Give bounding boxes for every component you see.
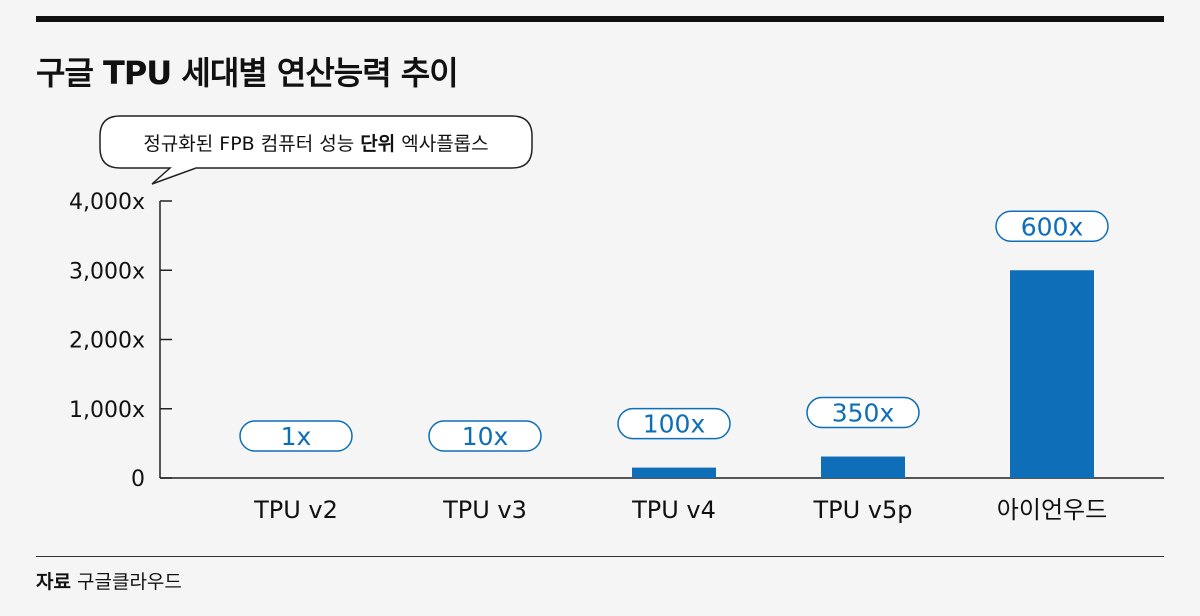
data-label: 1x [239, 420, 353, 452]
chart-title: 구글 TPU 세대별 연산능력 추이 [36, 54, 459, 92]
data-label: 10x [428, 420, 542, 452]
y-tick-label: 0 [131, 467, 145, 492]
unit-callout: 정규화된 FPB 컴퓨터 성능 단위 엑사플롭스 [99, 115, 533, 185]
y-tick-label: 3,000x [69, 259, 145, 284]
source-note: 자료 구글클라우드 [36, 567, 182, 594]
x-tick-label: 아이언우드 [997, 496, 1107, 524]
y-tick-label: 4,000x [69, 190, 145, 215]
unit-note: 정규화된 FPB 컴퓨터 성능 단위 엑사플롭스 [143, 133, 488, 155]
bar-chart: 정규화된 FPB 컴퓨터 성능 단위 엑사플롭스 0 1,000x 2,000x 3,… [69, 115, 1164, 524]
y-tick-label: 2,000x [69, 329, 145, 354]
top-rule [36, 16, 1164, 22]
data-label-pill [995, 210, 1109, 242]
x-tick-label: TPU v2 [253, 496, 338, 524]
bar [632, 467, 716, 478]
data-label-pill [806, 396, 920, 429]
data-label-pill [239, 420, 353, 452]
data-label-text: 1x [281, 422, 312, 451]
data-label: 350x [806, 396, 920, 429]
data-label: 600x [995, 210, 1109, 242]
data-label-text: 100x [643, 410, 706, 439]
x-tick-label: TPU v4 [631, 496, 716, 524]
source-label: 자료 [36, 571, 71, 593]
data-label-pill [428, 420, 542, 452]
x-tick-label: TPU v3 [442, 496, 527, 524]
data-label-text: 350x [832, 399, 895, 428]
data-label-text: 600x [1021, 212, 1084, 241]
source-text: 구글클라우드 [77, 571, 182, 593]
bar [1010, 270, 1094, 478]
bar [821, 456, 905, 478]
callout-bubble [99, 115, 533, 185]
data-label-text: 10x [462, 422, 509, 451]
x-tick-label: TPU v5p [812, 496, 912, 524]
data-label: 100x [617, 407, 731, 440]
data-label-pill [617, 407, 731, 440]
bottom-rule [36, 556, 1164, 557]
y-tick-label: 1,000x [69, 398, 145, 423]
